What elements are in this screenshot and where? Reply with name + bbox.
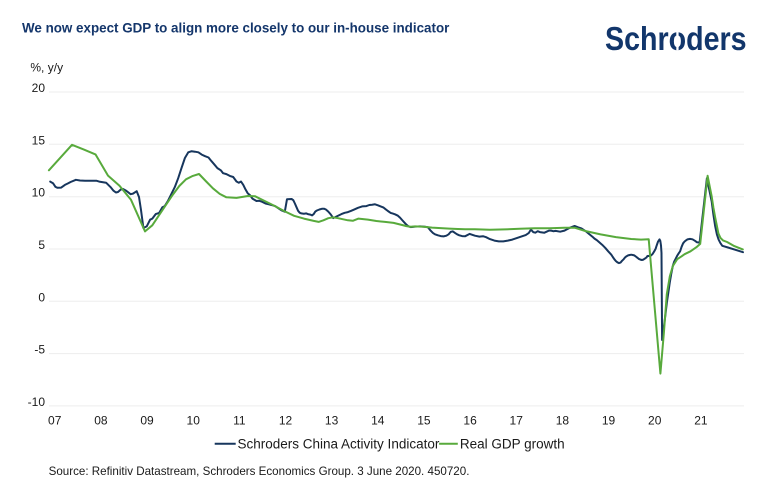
svg-text:15: 15	[32, 133, 46, 147]
svg-text:-10: -10	[28, 395, 46, 409]
svg-text:Schroders China Activity Indic: Schroders China Activity Indicator	[238, 436, 440, 451]
svg-text:18: 18	[556, 413, 570, 427]
svg-text:16: 16	[463, 413, 477, 427]
svg-text:07: 07	[48, 413, 62, 427]
svg-text:13: 13	[325, 413, 339, 427]
svg-text:We now expect GDP to align mor: We now expect GDP to align more closely …	[22, 20, 450, 35]
svg-text:Real GDP growth: Real GDP growth	[460, 436, 565, 451]
svg-text:17: 17	[510, 413, 524, 427]
svg-text:19: 19	[602, 413, 616, 427]
svg-text:08: 08	[94, 413, 108, 427]
svg-text:11: 11	[233, 413, 246, 427]
svg-text:Source: Refinitiv Datastream,: Source: Refinitiv Datastream, Schroders …	[49, 465, 470, 478]
svg-text:20: 20	[648, 413, 662, 427]
svg-text:12: 12	[279, 413, 293, 427]
svg-text:10: 10	[187, 413, 201, 427]
svg-text:10: 10	[32, 186, 46, 200]
svg-text:Schroders: Schroders	[605, 20, 747, 58]
svg-text:14: 14	[371, 413, 385, 427]
svg-text:-5: -5	[34, 343, 45, 357]
svg-text:0: 0	[38, 290, 45, 304]
svg-text:%, y/y: %, y/y	[30, 61, 63, 75]
svg-text:5: 5	[38, 238, 45, 252]
svg-text:09: 09	[140, 413, 154, 427]
svg-text:21: 21	[694, 413, 708, 427]
svg-text:15: 15	[417, 413, 431, 427]
svg-text:20: 20	[32, 81, 46, 95]
